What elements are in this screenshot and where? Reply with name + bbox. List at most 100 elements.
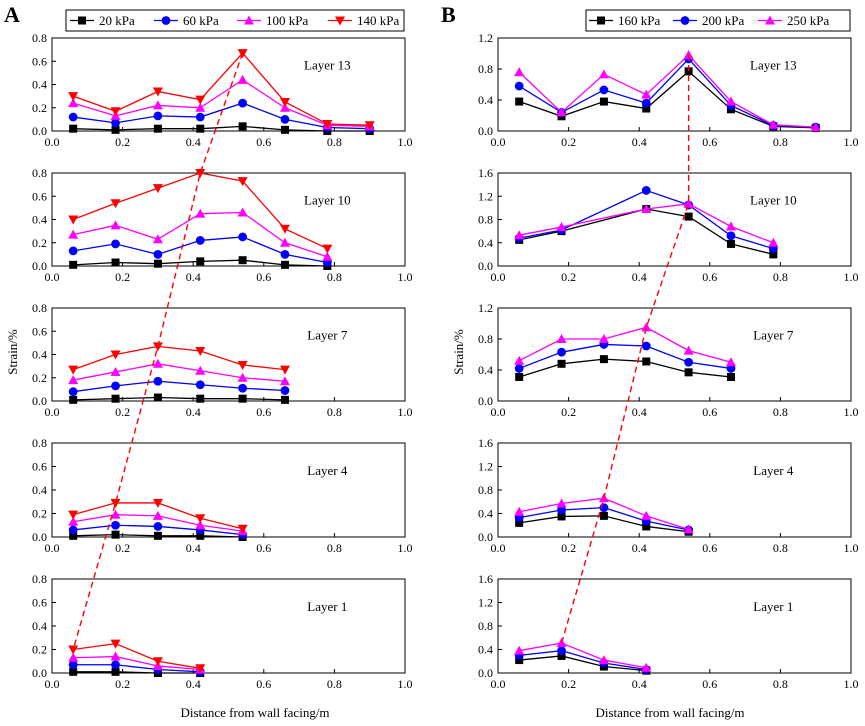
data-point	[556, 334, 567, 343]
data-point	[153, 522, 163, 531]
data-point	[514, 364, 524, 373]
x-tick-label: 1.0	[398, 677, 413, 691]
data-point	[195, 102, 206, 112]
data-point	[195, 514, 206, 524]
data-point	[238, 98, 248, 108]
x-axis-label-a: Distance from wall facing/m	[180, 705, 329, 720]
data-point	[599, 97, 608, 106]
data-point	[515, 97, 524, 106]
data-point	[69, 260, 78, 269]
y-tick-label: 0.0	[32, 394, 47, 408]
x-tick-label: 0.8	[773, 270, 788, 284]
data-point	[684, 212, 693, 221]
x-tick-label: 0.4	[632, 135, 647, 149]
x-tick-label: 0.0	[45, 541, 60, 555]
x-tick-label: 0.0	[45, 405, 60, 419]
data-point	[196, 124, 205, 133]
y-tick-label: 0.8	[32, 301, 47, 315]
layer-label: Layer 1	[753, 599, 793, 614]
y-tick-label: 1.2	[478, 596, 493, 610]
data-point	[111, 394, 120, 403]
y-tick-label: 0.2	[32, 507, 47, 521]
data-point	[280, 260, 289, 269]
data-point	[238, 232, 248, 242]
series-line	[518, 57, 816, 128]
y-tick-label: 0.0	[478, 259, 493, 273]
data-point	[153, 259, 162, 268]
data-point	[110, 509, 121, 519]
y-tick-label: 0.8	[478, 213, 493, 227]
y-tick-label: 0.8	[478, 62, 493, 76]
panel-a-letter: A	[4, 2, 20, 27]
legend-label: 60 kPa	[183, 13, 219, 28]
data-point	[364, 121, 375, 131]
data-point	[111, 239, 120, 249]
data-point	[280, 395, 289, 404]
x-tick-label: 0.6	[702, 677, 717, 691]
data-point	[684, 67, 693, 76]
data-point	[641, 662, 652, 672]
data-point	[111, 660, 120, 670]
layer-label: Layer 10	[304, 193, 351, 208]
data-point	[69, 531, 78, 540]
data-point	[683, 524, 694, 534]
data-point	[110, 199, 121, 209]
data-point	[514, 355, 525, 365]
x-tick-label: 0.0	[45, 135, 60, 149]
y-tick-label: 0.4	[478, 363, 493, 377]
x-tick-label: 0.2	[561, 541, 576, 555]
data-point	[280, 125, 289, 134]
data-point	[196, 257, 205, 266]
data-point	[68, 215, 79, 225]
data-point	[111, 520, 120, 530]
x-tick-label: 0.6	[702, 541, 717, 555]
y-tick-label: 1.6	[478, 436, 493, 450]
data-point	[642, 522, 651, 531]
series-line	[519, 203, 774, 244]
y-tick-label: 1.2	[478, 460, 493, 474]
x-tick-label: 0.6	[702, 135, 717, 149]
layer-label: Layer 13	[750, 58, 797, 73]
legend-box	[65, 9, 405, 32]
data-point	[684, 357, 694, 367]
legend-marker	[680, 16, 690, 25]
data-point	[279, 237, 290, 247]
layer-label: Layer 7	[307, 328, 348, 343]
x-tick-label: 0.2	[115, 677, 130, 691]
series-line	[73, 125, 370, 132]
x-tick-label: 0.4	[186, 677, 201, 691]
data-point	[768, 119, 779, 129]
data-point	[153, 249, 163, 259]
x-tick-label: 0.4	[632, 270, 647, 284]
data-point	[152, 657, 163, 667]
data-point	[514, 645, 525, 655]
data-point	[152, 87, 163, 97]
series-line	[518, 326, 732, 363]
x-tick-label: 1.0	[844, 677, 859, 691]
series-line	[518, 358, 732, 378]
x-tick-label: 1.0	[398, 541, 413, 555]
data-point	[514, 81, 524, 91]
legend-label: 140 kPa	[357, 13, 399, 28]
y-tick-label: 0.0	[478, 394, 493, 408]
data-point	[68, 229, 79, 239]
data-point	[110, 651, 121, 661]
data-point	[152, 342, 163, 352]
x-tick-label: 1.0	[844, 405, 859, 419]
y-tick-label: 0.8	[32, 166, 47, 180]
data-point	[195, 520, 206, 530]
y-tick-label: 0.4	[32, 348, 47, 362]
data-point	[641, 322, 652, 332]
y-tick-label: 0.4	[32, 213, 47, 227]
data-point	[514, 506, 525, 516]
legend-label: 20 kPa	[99, 13, 135, 28]
data-point	[68, 525, 78, 535]
legend-label: 100 kPa	[266, 13, 308, 28]
data-point	[68, 98, 79, 108]
data-point	[599, 511, 608, 520]
x-tick-label: 0.2	[561, 677, 576, 691]
data-point	[110, 220, 121, 230]
series-line	[73, 396, 285, 401]
y-tick-label: 0.4	[478, 93, 493, 107]
y-tick-label: 0.6	[32, 596, 47, 610]
